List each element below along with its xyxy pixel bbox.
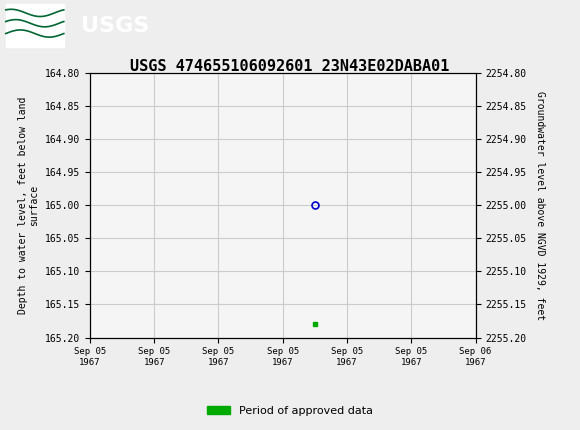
Text: USGS: USGS xyxy=(81,16,150,36)
FancyBboxPatch shape xyxy=(6,4,64,47)
Y-axis label: Depth to water level, feet below land
surface: Depth to water level, feet below land su… xyxy=(18,97,39,314)
Legend: Period of approved data: Period of approved data xyxy=(203,401,377,420)
Y-axis label: Groundwater level above NGVD 1929, feet: Groundwater level above NGVD 1929, feet xyxy=(535,91,545,320)
Text: USGS 474655106092601 23N43E02DABA01: USGS 474655106092601 23N43E02DABA01 xyxy=(130,59,450,74)
